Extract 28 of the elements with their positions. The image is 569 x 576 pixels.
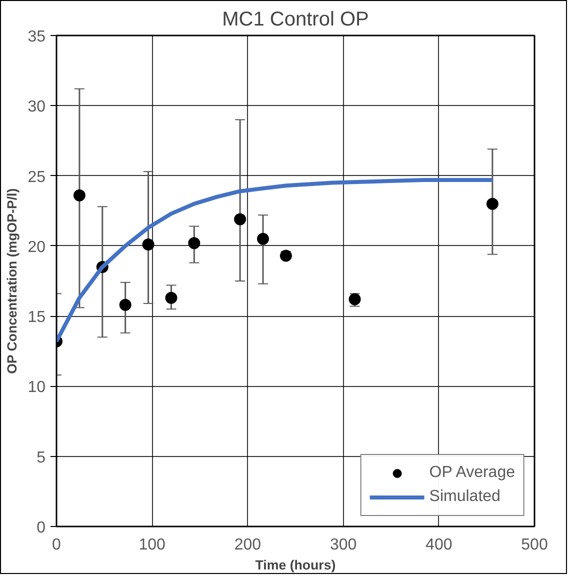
y-tick-label: 10 (28, 379, 46, 396)
point (142, 238, 154, 251)
point (119, 298, 132, 311)
point (486, 198, 498, 210)
x-tick-label: 500 (521, 536, 548, 554)
point (165, 292, 178, 304)
y-tick-label: 5 (36, 449, 46, 466)
legend-label: Simulated (429, 488, 500, 506)
point (256, 232, 269, 245)
x-tick-label: 200 (234, 536, 262, 554)
legend-label: OP Average (429, 464, 515, 482)
chart-title: MC1 Control OP (222, 8, 369, 30)
x-tick-label: 100 (138, 536, 166, 554)
point (73, 189, 86, 202)
point (234, 213, 246, 226)
y-tick-label: 35 (28, 28, 46, 46)
y-tick-label: 0 (36, 520, 46, 536)
x-axis-title: Time (hours) (255, 558, 336, 572)
y-tick-label: 30 (28, 98, 46, 116)
point (280, 250, 292, 262)
x-tick-label: 0 (52, 536, 62, 554)
y-tick-label: 20 (28, 238, 46, 256)
y-tick-label: 15 (28, 309, 46, 326)
y-tick-label: 25 (28, 168, 46, 186)
x-tick-label: 400 (426, 536, 452, 554)
point (188, 237, 200, 250)
x-tick-label: 300 (330, 536, 357, 554)
y-axis-title: OP Concentration (mgOP-P/l) (4, 188, 20, 374)
